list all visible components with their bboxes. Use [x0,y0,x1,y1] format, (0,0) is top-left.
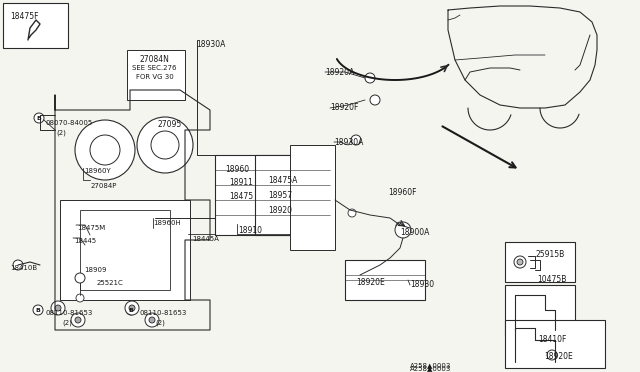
Text: 18410F: 18410F [538,335,566,344]
Text: 18957: 18957 [268,191,292,200]
Bar [255,155,330,235]
Text: A258▲0003: A258▲0003 [410,365,451,371]
Text: 18920E: 18920E [356,278,385,287]
Circle shape [396,222,404,230]
Bar [505,320,605,368]
Circle shape [395,222,411,238]
Circle shape [75,120,135,180]
Text: 25521C: 25521C [97,280,124,286]
Circle shape [55,305,61,311]
Text: 18960F: 18960F [388,188,417,197]
Text: B: B [36,308,40,312]
Text: 18920E: 18920E [544,352,573,361]
Circle shape [75,317,81,323]
Text: 08110-81653: 08110-81653 [139,310,186,316]
Text: FOR VG 30: FOR VG 30 [136,74,173,80]
Bar [345,260,425,300]
Text: 18445A: 18445A [192,236,219,242]
Circle shape [351,135,361,145]
Text: 18475A: 18475A [268,176,298,185]
Text: 27095: 27095 [158,120,182,129]
Text: (2): (2) [62,320,72,327]
Text: 27084P: 27084P [91,183,117,189]
Circle shape [75,273,85,283]
Circle shape [76,294,84,302]
Circle shape [137,117,193,173]
Circle shape [51,301,65,315]
Bar [127,50,185,100]
Bar [290,145,335,250]
Text: 18930A: 18930A [334,138,364,147]
Text: 18920A: 18920A [325,68,355,77]
Text: B: B [36,115,42,121]
Circle shape [90,135,120,165]
Text: 18900A: 18900A [400,228,429,237]
Circle shape [547,350,557,360]
Text: B: B [129,308,133,312]
Bar [505,242,575,282]
Bar [215,155,290,235]
Text: 18909: 18909 [84,267,106,273]
Bar [505,285,575,335]
Circle shape [370,95,380,105]
Text: 25915B: 25915B [535,250,564,259]
Circle shape [34,113,44,123]
Text: 18910: 18910 [238,226,262,235]
Bar [60,200,190,300]
Text: 18445: 18445 [74,238,96,244]
Text: 18475F: 18475F [10,12,38,21]
Text: 18911: 18911 [229,178,253,187]
Bar [80,210,170,290]
Circle shape [514,256,526,268]
Circle shape [149,317,155,323]
Text: 10475B: 10475B [537,275,566,284]
Text: A258▲0003: A258▲0003 [410,362,451,368]
Circle shape [145,313,159,327]
Text: (2): (2) [56,129,66,135]
Text: 18410B: 18410B [10,265,37,271]
Circle shape [517,259,523,265]
Circle shape [13,260,23,270]
Text: 18920F: 18920F [330,103,358,112]
Circle shape [129,305,135,311]
Text: 18930A: 18930A [196,40,225,49]
Text: 18475: 18475 [229,192,253,201]
Bar [3,3,68,48]
Text: 18475M: 18475M [77,225,105,231]
Text: 18960H: 18960H [153,220,180,226]
Text: 18960Y: 18960Y [84,168,111,174]
Circle shape [33,305,43,315]
Text: 18930: 18930 [410,280,434,289]
Circle shape [365,73,375,83]
Circle shape [151,131,179,159]
Circle shape [348,209,356,217]
Text: (2): (2) [155,320,165,327]
Text: 18960: 18960 [225,165,249,174]
Text: SEE SEC.276: SEE SEC.276 [132,65,177,71]
Text: 27084N: 27084N [139,55,169,64]
Text: 08110-81653: 08110-81653 [46,310,93,316]
Text: 18920: 18920 [268,206,292,215]
Circle shape [125,301,139,315]
Circle shape [71,313,85,327]
Circle shape [126,305,136,315]
Text: 08070-84005: 08070-84005 [46,120,93,126]
